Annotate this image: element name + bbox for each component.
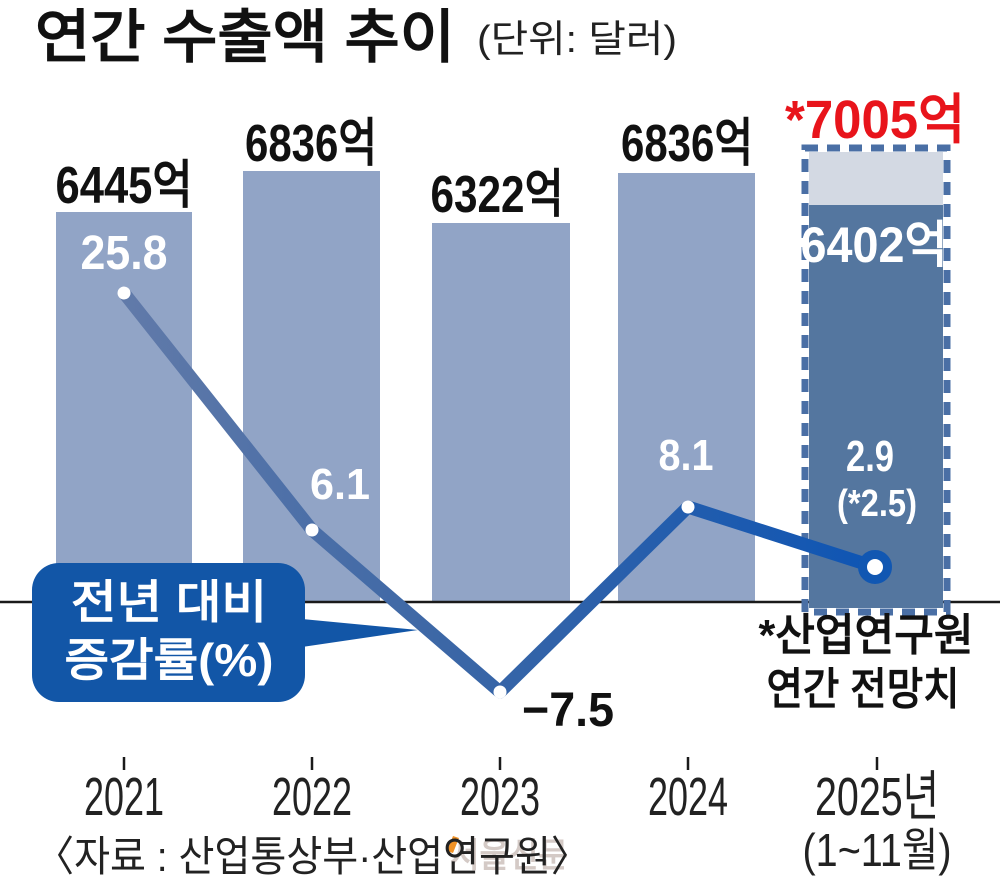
line-label-2024: 8.1 (659, 431, 714, 480)
bar-label-2024: 6836억 (621, 115, 753, 173)
forecast-note-line2: 연간 전망치 (767, 665, 960, 714)
line-label-2021: 25.8 (81, 227, 168, 280)
line-label-2023: −7.5 (522, 684, 614, 737)
line-point-2024 (681, 500, 695, 514)
bar-2025-dashed-border (801, 144, 951, 616)
line-endpoint-2025 (858, 550, 892, 584)
watermark-accent-mark (447, 836, 459, 853)
watermark-text: 서울신문 (450, 837, 568, 875)
x-label-2023: 2023 (460, 767, 540, 827)
bar-2021 (56, 212, 192, 602)
line-label-2025: 2.9 (846, 432, 894, 481)
x-label-2024: 2024 (648, 767, 728, 827)
line-label-2022: 6.1 (310, 460, 370, 509)
bar-label-2023: 6322억 (431, 166, 564, 224)
line-point-2023 (493, 685, 507, 699)
bar-2025-group (801, 144, 951, 616)
callout-text-line2: 증감률(%) (65, 634, 274, 686)
x-label-2021: 2021 (84, 767, 164, 827)
line-point-2021 (117, 286, 131, 300)
bar-2023 (432, 223, 570, 602)
forecast-note-line1: *산업연구원 (759, 611, 974, 660)
title-unit: (단위: 달러) (477, 19, 677, 61)
x-label-2022: 2022 (272, 767, 352, 827)
x-label-2025: 2025년 (815, 767, 939, 827)
line-label-2025-forecast: (*2.5) (837, 483, 917, 525)
source-text: 〈자료 : 산업통상부·산업연구원〉 (35, 833, 590, 880)
callout-text-line1: 전년 대비 (71, 576, 267, 628)
bar-label-2025-actual: 6402억 (801, 217, 948, 273)
callout-pointer (302, 619, 418, 647)
bar-2024 (618, 173, 755, 602)
callout-box (32, 563, 305, 702)
bar-2025-forecast-segment (809, 152, 943, 205)
bar-2025-actual-segment (809, 205, 943, 608)
x-label-2025-sub: (1~11월) (803, 824, 952, 876)
page-title: 연간 수출액 추이 (35, 5, 455, 70)
bar-label-2021: 6445억 (56, 157, 193, 215)
bar-label-2022: 6836억 (245, 115, 377, 173)
bar-label-2025-forecast: *7005억 (785, 90, 965, 150)
line-point-2022 (305, 523, 319, 537)
